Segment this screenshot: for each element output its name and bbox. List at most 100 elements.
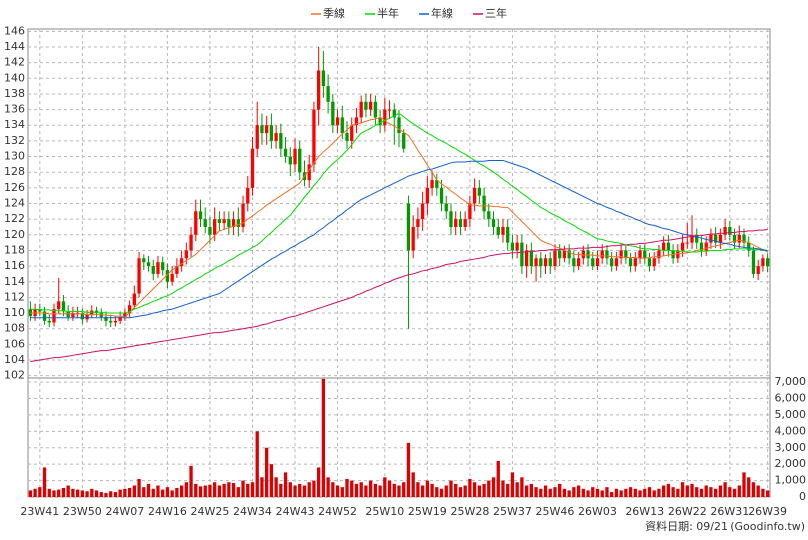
candle-body [572, 258, 576, 267]
candle-body [317, 70, 321, 110]
candle-body [406, 203, 411, 251]
volume-bar [279, 483, 283, 497]
candle-body [600, 250, 604, 259]
x-tick-label: 26W03 [578, 505, 617, 518]
candle-body [151, 266, 155, 274]
candle-body [628, 258, 633, 267]
volume-bar [71, 488, 75, 497]
candle-body [194, 211, 198, 235]
volume-bar [151, 488, 155, 497]
volume-bar [680, 482, 685, 497]
y-tick-label: 146 [4, 24, 25, 37]
candle-body [198, 211, 203, 220]
volume-bar [255, 431, 259, 497]
candle-body [227, 219, 231, 227]
y2-tick-label: 6,000 [775, 392, 807, 405]
candle-body [699, 242, 704, 251]
volume-bar [454, 483, 458, 497]
volume-bar [699, 488, 704, 497]
volume-bar [387, 480, 392, 497]
candle-body [161, 262, 165, 271]
volume-bar [246, 483, 250, 497]
candle-body [491, 219, 496, 227]
candle-body [345, 133, 349, 141]
volume-bar [444, 485, 448, 497]
candle-body [751, 250, 756, 274]
x-tick-label: 24W16 [148, 505, 187, 518]
volume-bar [227, 482, 231, 497]
volume-bar [704, 485, 708, 497]
volume-bar [520, 477, 524, 497]
volume-bar [671, 487, 675, 497]
candle-body [146, 262, 151, 267]
volume-bar [586, 490, 590, 497]
x-tick-label: 26W22 [668, 505, 707, 518]
candle-body [742, 234, 746, 243]
candle-body [520, 242, 524, 267]
y-tick-label: 108 [4, 322, 25, 335]
y-tick-label: 126 [4, 181, 25, 194]
candle-body [184, 250, 188, 259]
x-tick-label: 25W19 [408, 505, 447, 518]
candle-body [109, 320, 113, 323]
candle-body [728, 226, 732, 235]
volume-bar [435, 487, 439, 497]
ma-line [30, 228, 768, 363]
legend-label: 年線 [431, 6, 453, 20]
candle-body [217, 219, 222, 224]
y-tick-label: 122 [4, 212, 25, 225]
candle-body [208, 226, 212, 235]
candle-body [175, 266, 179, 274]
candle-body [506, 226, 510, 243]
x-tick-label: 24W07 [105, 505, 144, 518]
y2-tick-label: 2,000 [775, 457, 807, 470]
volume-bar [33, 488, 37, 497]
volume-bar [113, 492, 118, 497]
volume-bar [406, 442, 411, 497]
candle-body [657, 250, 661, 259]
candle-body [127, 305, 132, 314]
candle-body [482, 195, 486, 212]
volume-bar [392, 483, 396, 497]
volume-bar [184, 482, 188, 497]
candle-body [548, 258, 552, 267]
candle-body [765, 258, 770, 267]
x-tick-label: 24W25 [191, 505, 230, 518]
candle-body [52, 309, 56, 323]
candle-body [638, 250, 642, 259]
candle-body [104, 316, 108, 321]
volume-bar [647, 487, 652, 497]
volume-bar [572, 487, 576, 497]
candle-body [354, 117, 359, 126]
legend-label: 季線 [323, 6, 345, 20]
volume-bar [529, 483, 533, 497]
candle-body [718, 234, 723, 243]
volume-bar [747, 477, 751, 497]
volume-bar [231, 483, 236, 497]
candle-body [269, 125, 274, 141]
candle-body [189, 234, 193, 251]
candle-body [501, 226, 505, 235]
candle-body [179, 258, 184, 267]
volume-bar [142, 487, 146, 497]
volume-bar [326, 477, 330, 497]
candle-body [756, 266, 760, 274]
candle-body [515, 242, 519, 251]
candle-body [350, 125, 354, 141]
volume-bar [643, 488, 647, 497]
x-tick-label: 24W43 [276, 505, 315, 518]
volume-bar [269, 464, 274, 497]
x-tick-label: 25W37 [493, 505, 532, 518]
volume-bar [472, 482, 477, 497]
volume-bar [628, 487, 633, 497]
volume-bar [161, 489, 165, 497]
candle-body [463, 219, 467, 227]
volume-bar [713, 488, 718, 497]
volume-bar [638, 490, 642, 497]
volume-bar [156, 485, 160, 497]
volume-bar [321, 378, 326, 497]
volume-bar [368, 480, 373, 497]
volume-bar [293, 485, 297, 497]
candle-body [468, 203, 472, 220]
candle-body [236, 219, 240, 227]
